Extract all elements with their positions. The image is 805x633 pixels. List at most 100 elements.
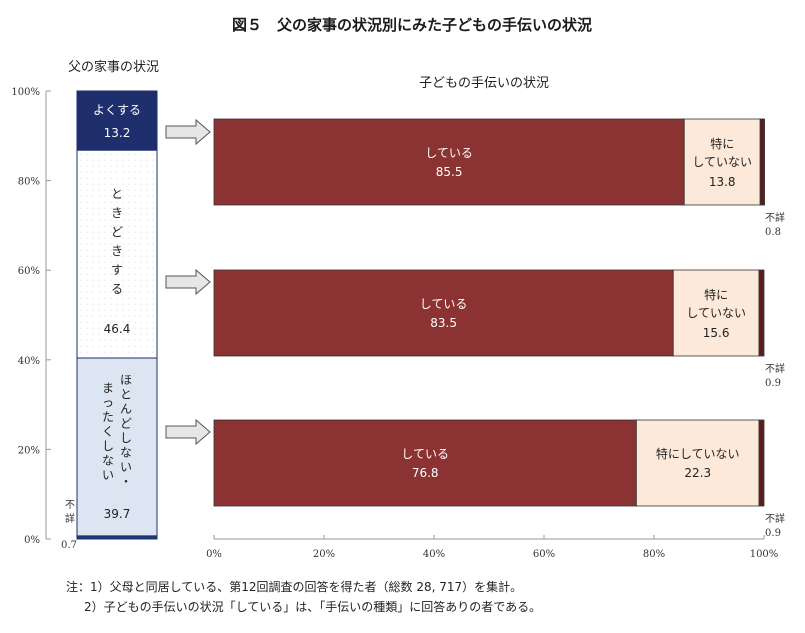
texture-dot — [86, 267, 88, 269]
texture-dot — [134, 219, 136, 221]
texture-dot — [80, 213, 82, 215]
texture-dot — [86, 327, 88, 329]
label-mattaku-char: な — [102, 454, 114, 468]
texture-dot — [152, 171, 154, 173]
texture-dot — [134, 327, 136, 329]
texture-dot — [134, 177, 136, 179]
texture-dot — [80, 207, 82, 209]
texture-dot — [116, 351, 118, 353]
value-left-fusho: 0.7 — [61, 540, 77, 551]
label-hotondo-char: な — [120, 446, 132, 460]
texture-dot — [110, 291, 112, 293]
texture-dot — [122, 339, 124, 341]
left-y-tick-label: 80% — [18, 177, 40, 188]
texture-dot — [128, 225, 130, 227]
texture-dot — [128, 189, 130, 191]
texture-dot — [80, 159, 82, 161]
texture-dot — [140, 201, 142, 203]
texture-dot — [98, 165, 100, 167]
texture-dot — [134, 321, 136, 323]
texture-dot — [110, 267, 112, 269]
texture-dot — [92, 201, 94, 203]
texture-dot — [98, 273, 100, 275]
texture-dot — [128, 303, 130, 305]
texture-dot — [122, 213, 124, 215]
label-left-fusho-char: 不 — [65, 500, 75, 511]
value-right-fusho: 0.8 — [765, 227, 781, 238]
label-right-fusho: 不詳 — [765, 512, 785, 525]
texture-dot — [152, 153, 154, 155]
texture-dot — [104, 279, 106, 281]
right-segment-bar — [672, 269, 760, 357]
label-mattaku-char: た — [102, 410, 114, 424]
right-segment-bar — [759, 118, 765, 206]
texture-dot — [122, 249, 124, 251]
texture-dot — [122, 273, 124, 275]
texture-dot — [104, 219, 106, 221]
texture-dot — [122, 279, 124, 281]
label-mattaku-char: ま — [102, 381, 114, 395]
texture-dot — [152, 303, 154, 305]
texture-dot — [80, 273, 82, 275]
texture-dot — [122, 243, 124, 245]
texture-dot — [152, 261, 154, 263]
texture-dot — [86, 309, 88, 311]
texture-dot — [98, 333, 100, 335]
texture-dot — [146, 255, 148, 257]
texture-dot — [104, 213, 106, 215]
texture-dot — [128, 171, 130, 173]
texture-dot — [98, 225, 100, 227]
texture-dot — [92, 303, 94, 305]
texture-dot — [86, 231, 88, 233]
texture-dot — [86, 165, 88, 167]
texture-dot — [98, 315, 100, 317]
texture-dot — [134, 195, 136, 197]
texture-dot — [116, 153, 118, 155]
texture-dot — [98, 303, 100, 305]
texture-dot — [146, 345, 148, 347]
texture-dot — [98, 285, 100, 287]
texture-dot — [128, 297, 130, 299]
texture-dot — [92, 267, 94, 269]
texture-dot — [116, 309, 118, 311]
texture-dot — [146, 279, 148, 281]
texture-dot — [152, 309, 154, 311]
texture-dot — [152, 249, 154, 251]
texture-dot — [146, 195, 148, 197]
texture-dot — [140, 297, 142, 299]
right-segment-bar — [213, 269, 674, 357]
texture-dot — [86, 291, 88, 293]
texture-dot — [146, 321, 148, 323]
texture-dot — [116, 165, 118, 167]
value-tokuni: 22.3 — [684, 466, 711, 480]
texture-dot — [98, 159, 100, 161]
texture-dot — [152, 255, 154, 257]
left-y-tick-label: 20% — [18, 445, 40, 456]
texture-dot — [92, 333, 94, 335]
texture-dot — [146, 219, 148, 221]
right-x-tick-label: 80% — [643, 549, 665, 560]
texture-dot — [92, 171, 94, 173]
texture-dot — [110, 303, 112, 305]
texture-dot — [110, 177, 112, 179]
texture-dot — [86, 285, 88, 287]
texture-dot — [86, 243, 88, 245]
texture-dot — [134, 183, 136, 185]
texture-dot — [104, 315, 106, 317]
texture-dot — [146, 315, 148, 317]
left-segment-bar — [76, 90, 158, 151]
texture-dot — [134, 345, 136, 347]
texture-dot — [134, 261, 136, 263]
texture-dot — [152, 333, 154, 335]
texture-dot — [92, 261, 94, 263]
texture-dot — [104, 249, 106, 251]
label-tokuni-line2: していない — [692, 155, 752, 169]
chart-title: 図５ 父の家事の状況別にみた子どもの手伝いの状況 — [232, 16, 592, 34]
texture-dot — [140, 213, 142, 215]
texture-dot — [110, 261, 112, 263]
label-tokuni-line1: 特に — [704, 287, 728, 302]
texture-dot — [104, 153, 106, 155]
texture-dot — [98, 291, 100, 293]
texture-dot — [134, 201, 136, 203]
texture-dot — [116, 267, 118, 269]
